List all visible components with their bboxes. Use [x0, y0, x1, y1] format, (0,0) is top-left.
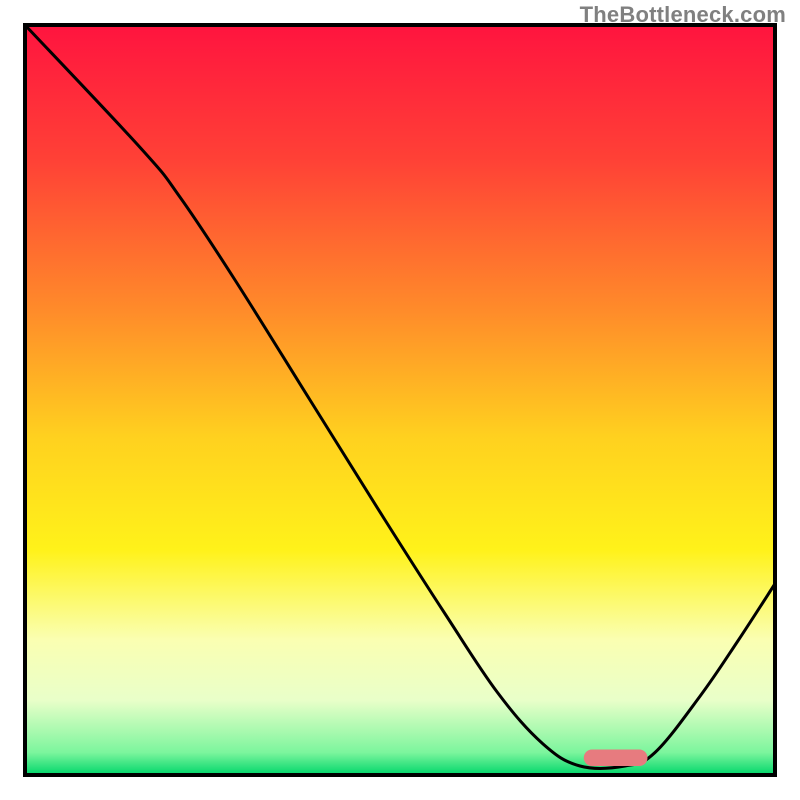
chart-background: [25, 25, 775, 775]
bottleneck-chart: [0, 0, 800, 800]
chart-svg: [0, 0, 800, 800]
bottleneck-marker: [584, 750, 648, 767]
